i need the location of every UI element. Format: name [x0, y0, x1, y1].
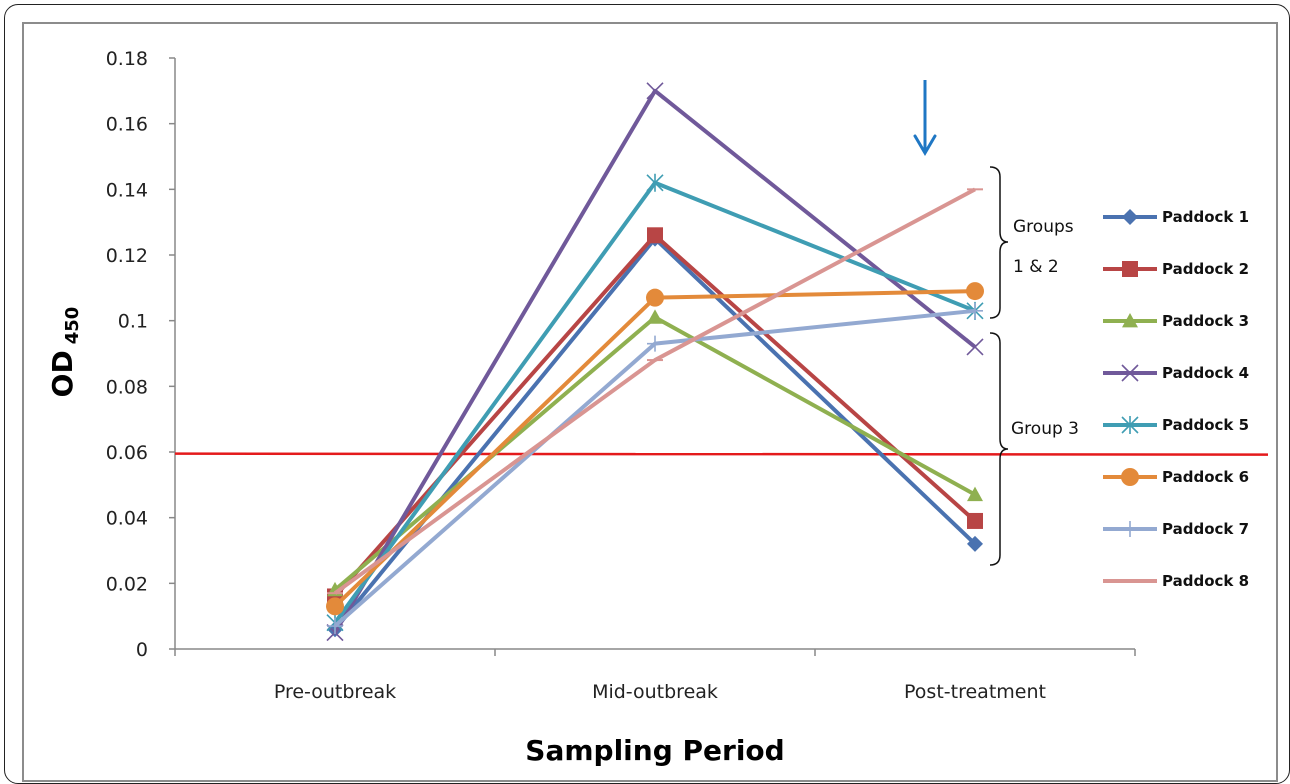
y-tick-label: 0.16	[106, 114, 148, 136]
data-point	[966, 338, 984, 356]
series-lines	[326, 82, 984, 642]
data-point	[646, 173, 664, 192]
y-tick-label: 0.1	[118, 311, 148, 333]
x-category-label: Mid-outbreak	[592, 681, 718, 703]
groups-1-2-label-line1: Groups	[1013, 217, 1074, 237]
legend-item: Paddock 8	[1103, 572, 1249, 590]
brace-groups-1-2	[989, 166, 1009, 319]
y-tick-label: 0.04	[106, 508, 148, 530]
y-tick-label: 0.12	[106, 245, 148, 267]
legend-swatch-marker	[1121, 416, 1139, 434]
data-point	[326, 597, 344, 616]
data-point	[967, 302, 983, 319]
legend-item: Paddock 5	[1103, 416, 1249, 434]
legend-swatch-marker	[1122, 313, 1138, 328]
data-point	[967, 486, 983, 502]
data-point	[646, 82, 664, 100]
series-line	[333, 180, 976, 624]
legend-swatch-marker	[1122, 521, 1138, 537]
legend-item: Paddock 3	[1103, 312, 1249, 330]
y-axis-title: OD 450	[46, 307, 83, 398]
legend-label: Paddock 8	[1162, 572, 1249, 590]
y-axis-title-main: OD	[46, 350, 79, 397]
x-category-label: Pre-outbreak	[274, 681, 396, 703]
group-3-label: Group 3	[1011, 419, 1079, 439]
series-5	[326, 173, 984, 632]
axes	[169, 57, 1136, 656]
legend-label: Paddock 1	[1162, 208, 1249, 226]
y-tick-labels: 0 0.02 0.04 0.06 0.08 0.1 0.12 0.14 0.16 0.18	[106, 48, 148, 661]
series-6	[326, 282, 984, 616]
data-point	[647, 309, 663, 324]
data-point	[967, 512, 983, 529]
data-point	[647, 335, 663, 352]
y-tick-label: 0.02	[106, 573, 148, 595]
x-category-label: Post-treatment	[904, 681, 1046, 703]
y-axis-title-subscript: 450	[62, 307, 83, 345]
data-point	[967, 535, 983, 552]
data-point	[646, 288, 664, 307]
y-tick-label: 0.14	[106, 179, 148, 201]
series-8	[327, 187, 983, 595]
legend-label: Paddock 2	[1162, 260, 1249, 278]
legend-label: Paddock 5	[1162, 416, 1249, 434]
y-tick-label: 0.06	[106, 442, 148, 464]
legend-item: Paddock 1	[1103, 208, 1249, 226]
legend-label: Paddock 7	[1162, 520, 1249, 538]
series-line	[333, 187, 976, 595]
y-tick-label: 0.08	[106, 376, 148, 398]
y-tick-label: 0.18	[106, 48, 148, 70]
x-category-labels: Pre-outbreak Mid-outbreak Post-treatment	[274, 681, 1046, 703]
legend-swatch-marker	[1121, 468, 1139, 486]
data-point	[966, 282, 984, 301]
brace-group-3	[989, 332, 1009, 566]
legend-label: Paddock 3	[1162, 312, 1249, 330]
legend-label: Paddock 4	[1162, 364, 1249, 382]
data-point	[327, 618, 343, 635]
legend-item: Paddock 7	[1103, 520, 1249, 538]
cutoff-line	[174, 452, 1269, 456]
down-arrow-head	[913, 134, 937, 156]
legend-item: Paddock 6	[1103, 468, 1249, 486]
threshold-line	[174, 452, 1269, 456]
legend-swatch-marker	[1122, 209, 1138, 225]
svg-text:OD450: OD 450	[46, 307, 83, 398]
legend-swatch-marker	[1122, 261, 1138, 277]
y-tick-label: 0	[136, 639, 148, 661]
series-4	[326, 82, 984, 642]
x-axis-title: Sampling Period	[525, 734, 784, 767]
groups-1-2-label-line2: 1 & 2	[1013, 257, 1059, 277]
legend-item: Paddock 2	[1103, 260, 1249, 278]
data-point	[647, 227, 663, 244]
legend-label: Paddock 6	[1162, 468, 1249, 486]
legend-swatch-marker	[1121, 364, 1139, 382]
legend-item: Paddock 4	[1103, 364, 1249, 382]
legend: Paddock 1 Paddock 2 Paddock 3 Paddock 4 Padd…	[1103, 208, 1249, 590]
annotations: Groups 1 & 2 Group 3	[913, 80, 1079, 566]
series-7	[327, 302, 983, 635]
